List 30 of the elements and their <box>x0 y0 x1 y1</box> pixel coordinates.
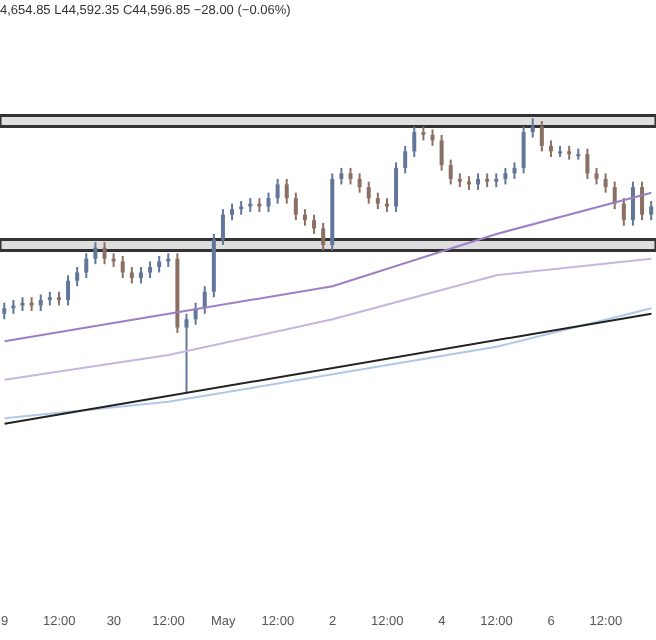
candlestick <box>184 312 189 395</box>
candlestick <box>448 158 453 186</box>
candlestick <box>75 265 80 288</box>
candlestick <box>357 172 362 194</box>
candlestick <box>403 144 408 175</box>
candlestick <box>293 191 298 222</box>
candlestick <box>640 180 645 222</box>
candlestick <box>321 221 326 252</box>
candlestick <box>366 180 371 205</box>
candlestick <box>649 199 654 222</box>
candlestick <box>120 254 125 279</box>
candlestick <box>530 117 535 139</box>
candlestick <box>603 172 608 194</box>
candlestick <box>284 177 289 205</box>
candlestick <box>621 197 626 227</box>
candlestick <box>521 125 526 175</box>
candlestick <box>585 147 590 180</box>
candlestick <box>394 161 399 213</box>
candlestick <box>412 125 417 158</box>
candlestick <box>220 208 225 246</box>
candlestick <box>84 252 89 279</box>
candlestick <box>93 241 98 266</box>
candlestick <box>266 191 271 213</box>
candlestick <box>439 133 444 172</box>
candlestick <box>630 180 635 227</box>
candlestick <box>539 120 544 153</box>
candlestick <box>312 213 317 235</box>
candlestick <box>66 274 71 307</box>
candlestick <box>275 177 280 205</box>
candlestick <box>102 241 107 266</box>
